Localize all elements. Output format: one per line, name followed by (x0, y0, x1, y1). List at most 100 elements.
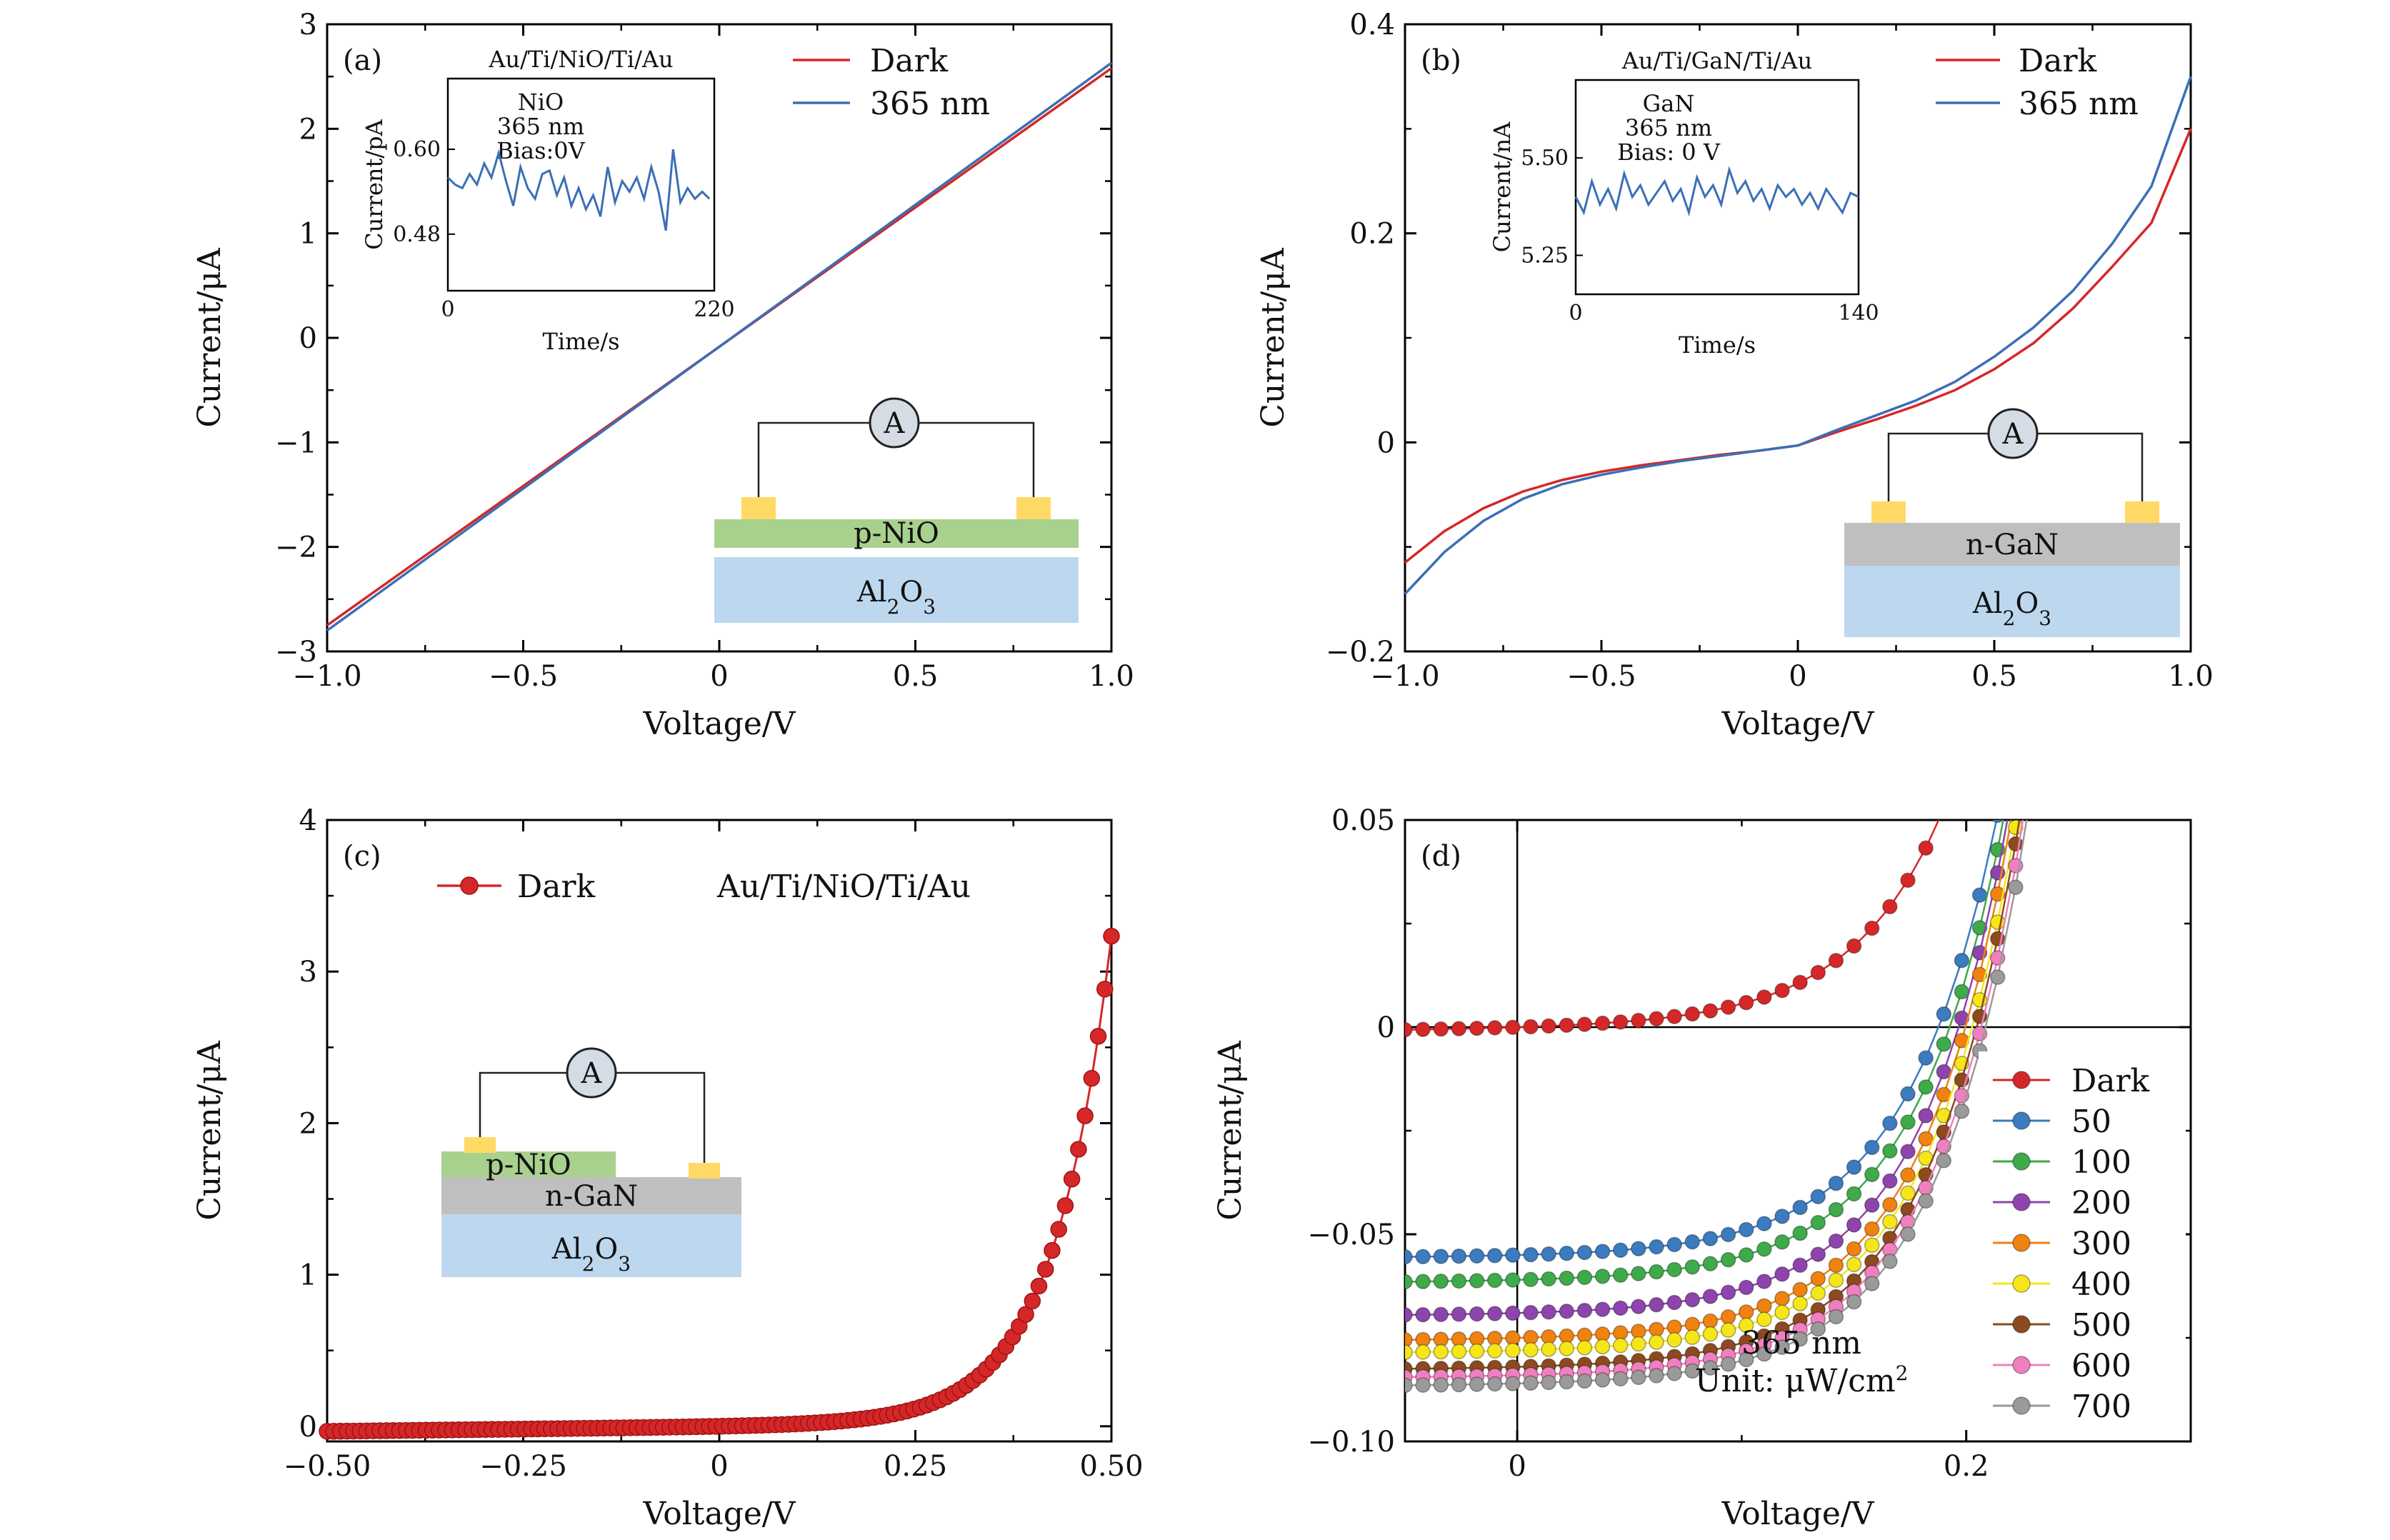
data-point-300 (1918, 1131, 1934, 1147)
legend-label: 400 (2071, 1266, 2131, 1303)
data-point-300 (1649, 1321, 1664, 1337)
data-point-200 (1523, 1304, 1539, 1321)
data-point-50 (1486, 1247, 1503, 1264)
legend-label: Dark (870, 43, 949, 79)
y-axis-label: Current/μA (191, 247, 228, 428)
data-point-50 (1954, 952, 1970, 969)
ammeter-icon (1987, 408, 2039, 459)
data-point-Dark (1702, 1003, 1719, 1019)
legend-marker (2012, 1396, 2031, 1415)
data-point-200 (1541, 1304, 1556, 1320)
data-point-Dark (1612, 1014, 1629, 1030)
x-tick-label: 0 (1508, 1450, 1526, 1483)
data-point-700 (1684, 1363, 1701, 1379)
legend-label: 700 (2071, 1389, 2131, 1425)
y-axis-label: Current/μA (1255, 247, 1291, 428)
data-point-700 (1649, 1368, 1664, 1384)
data-point-100 (1846, 1186, 1862, 1202)
wire-right (616, 1071, 706, 1163)
data-point-300 (1774, 1291, 1790, 1306)
data-point-700 (1505, 1376, 1521, 1391)
x-tick-label: −0.5 (1566, 660, 1636, 693)
x-tick-label: −1.0 (1370, 660, 1439, 693)
y-tick-label: 3 (299, 956, 317, 989)
data-point (1070, 1141, 1087, 1158)
data-point-700 (1433, 1377, 1449, 1393)
y-tick-label: 0 (299, 322, 317, 355)
data-point-100 (1415, 1274, 1431, 1289)
data-point-400 (1684, 1329, 1701, 1345)
data-point-100 (1684, 1259, 1701, 1275)
y-tick-label: 0.2 (1349, 218, 1395, 251)
data-point-400 (1864, 1237, 1880, 1254)
data-point-700 (1666, 1366, 1682, 1381)
n-gan-label: n-GaN (1966, 529, 2059, 561)
data-point (1089, 1028, 1107, 1045)
x-tick-label: 1.0 (2168, 660, 2214, 693)
data-point-200 (1918, 1108, 1934, 1124)
data-point-700 (1738, 1351, 1754, 1368)
y-tick-label: 0.05 (1331, 804, 1395, 837)
panel-b: −1.0 −0.5 0 0.5 1.0 −0.2 0 0.2 0.4 Voltage/V Curre… (1255, 9, 2214, 742)
inset-y-tick-label: 0.48 (393, 222, 441, 247)
data-point-300 (1738, 1304, 1754, 1320)
data-point-400 (1541, 1341, 1556, 1357)
data-point-50 (1631, 1241, 1646, 1256)
al-symbol: Al (1972, 587, 2003, 620)
ammeter-label: A (581, 1057, 603, 1090)
data-point-100 (1936, 1036, 1952, 1052)
data-point (1076, 1107, 1094, 1124)
legend-label: 200 (2071, 1185, 2131, 1221)
plot-area (1405, 820, 2028, 1394)
data-point-100 (1469, 1273, 1485, 1289)
data-point-Dark (1594, 1015, 1611, 1031)
legend-label: 100 (2071, 1144, 2131, 1181)
panel-d: 0 0.2 −0.10 −0.05 0 0.05 Voltage/V Current/μA (d… (1212, 804, 2192, 1532)
data-point-50 (1559, 1245, 1575, 1261)
al2o3-substrate (1844, 566, 2180, 637)
data-point-300 (1684, 1316, 1701, 1332)
data-point-700 (1810, 1321, 1826, 1337)
data-point-100 (1828, 1201, 1844, 1218)
data-point-300 (1864, 1221, 1880, 1237)
legend-marker (2012, 1315, 2031, 1334)
data-point-Dark (1559, 1017, 1575, 1034)
data-point-100 (1559, 1270, 1575, 1286)
data-point-Dark (1738, 994, 1754, 1011)
data-point-50 (1936, 1006, 1952, 1022)
data-point-200 (1882, 1173, 1898, 1189)
y-tick-label: 0 (299, 1411, 317, 1444)
data-point-200 (1405, 1307, 1413, 1323)
data-point-400 (1828, 1272, 1844, 1288)
data-point-200 (1433, 1306, 1449, 1323)
annotation-unit-sup: 2 (1896, 1361, 1909, 1385)
legend-marker (2012, 1193, 2031, 1211)
y-tick-label: 1 (299, 1259, 317, 1292)
substrate-label: Al2O3 (1972, 587, 2051, 630)
data-point-50 (1792, 1199, 1808, 1216)
data-point-100 (1631, 1266, 1646, 1281)
legend-label: 365 nm (2019, 86, 2139, 122)
data-point-200 (1774, 1266, 1790, 1282)
data-point-700 (1989, 969, 2006, 985)
y-tick-label: −0.05 (1307, 1219, 1395, 1251)
legend-marker (2012, 1234, 2031, 1252)
data-point-50 (1900, 1086, 1916, 1102)
inset-note-line: Bias: 0 V (1617, 139, 1721, 166)
data-point-700 (1846, 1294, 1862, 1310)
data-point-100 (1720, 1251, 1736, 1268)
x-tick-label: 0 (710, 1450, 728, 1483)
data-point-700 (1954, 1103, 1970, 1119)
data-point-100 (1594, 1269, 1611, 1284)
inset-y-label: Current/pA (361, 119, 388, 249)
data-point-100 (1486, 1272, 1503, 1289)
data-point-100 (1900, 1114, 1916, 1130)
data-point-Dark (1405, 1021, 1413, 1038)
data-point (1063, 1170, 1081, 1188)
data-point-300 (1900, 1167, 1916, 1183)
panel-label: (b) (1421, 44, 1461, 77)
inset-x-tick-label: 0 (1569, 301, 1582, 326)
legend-label: 50 (2071, 1104, 2111, 1140)
annotation-unit: Unit: μW/cm2 (1695, 1361, 1909, 1400)
panel-label: (a) (343, 44, 382, 77)
